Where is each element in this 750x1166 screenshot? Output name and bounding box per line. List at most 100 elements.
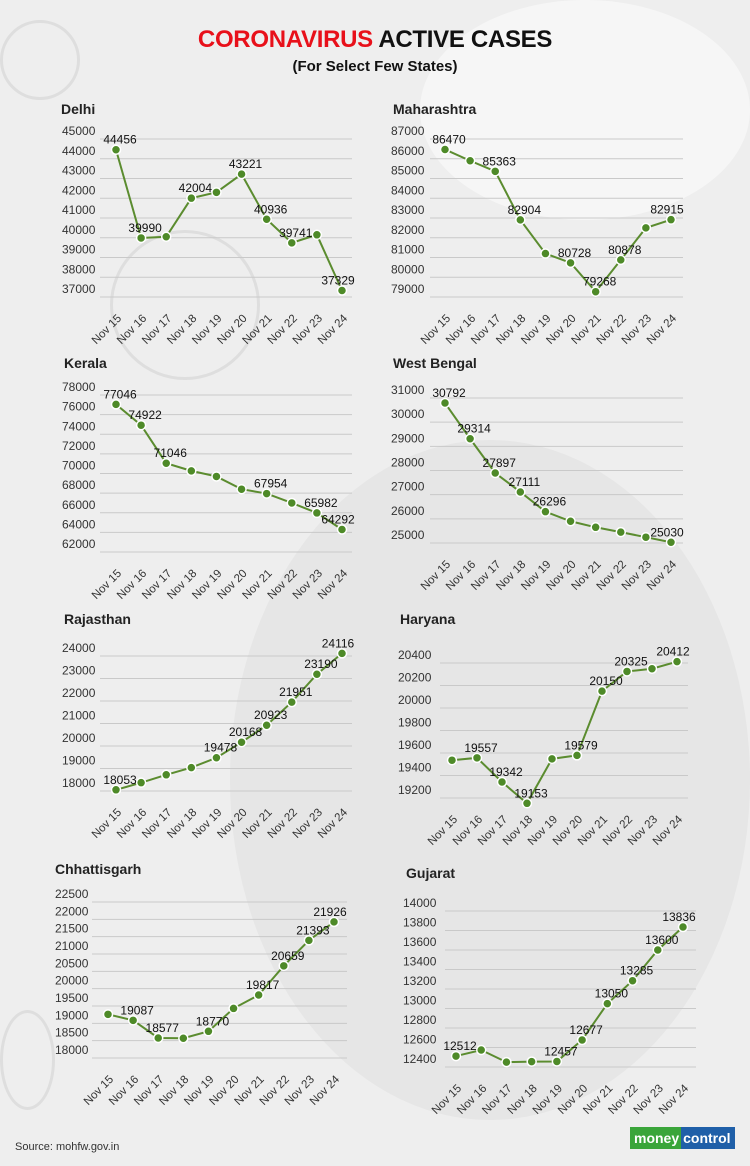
data-point [439,144,451,155]
data-point [127,1015,139,1026]
virus-decoration-icon [110,230,260,380]
chart-title-kerala: Kerala [64,355,107,371]
data-point [576,1034,588,1046]
chart-title-maharashtra: Maharashtra [393,101,477,117]
y-tick-label: 79000 [391,282,425,296]
y-tick-label: 12600 [403,1033,437,1047]
y-tick-label: 29000 [391,431,425,445]
data-label: 20412 [656,645,690,659]
series-line [451,660,678,805]
y-tick-label: 19400 [398,761,432,775]
y-tick-label: 62000 [62,537,96,551]
series-line [107,921,335,1040]
y-tick-label: 18000 [55,1043,89,1057]
y-tick-label: 82000 [391,223,425,237]
data-point [446,754,458,766]
data-label: 20325 [614,654,648,668]
data-label: 24116 [322,636,355,650]
data-point [261,214,272,225]
chart-title-rajasthan: Rajasthan [64,611,131,627]
y-tick-label: 19200 [398,783,432,797]
y-tick-label: 83000 [391,203,425,217]
y-tick-label: 30000 [391,407,425,421]
data-label: 42004 [179,181,213,195]
data-point [236,736,247,748]
data-label: 23190 [304,657,338,671]
data-point [671,656,683,667]
data-point [565,257,576,269]
data-point [160,769,172,781]
data-point [160,457,172,469]
data-point [286,237,298,249]
data-label: 64292 [321,513,355,527]
virus-decoration-icon [0,1010,55,1110]
y-tick-label: 70000 [62,459,96,473]
y-tick-label: 84000 [391,183,425,197]
data-label: 26296 [533,495,567,509]
data-point [261,488,272,499]
data-label: 39990 [128,221,162,235]
data-label: 20659 [271,949,305,963]
data-label: 19342 [489,765,523,779]
data-point [102,1009,114,1020]
data-point [311,507,323,519]
series-line [115,149,343,291]
data-point [439,397,451,409]
y-tick-label: 22000 [55,904,89,918]
y-tick-label: 28000 [391,456,425,470]
y-tick-label: 26000 [391,504,425,518]
data-label: 21951 [279,685,313,699]
data-point [110,784,122,796]
data-point [590,522,601,533]
data-point [627,975,638,986]
data-point [336,285,348,296]
y-tick-label: 76000 [62,400,96,414]
data-label: 18053 [103,773,137,787]
data-point [152,1032,164,1044]
y-tick-label: 39000 [62,243,96,257]
data-point [546,753,558,765]
data-point [615,526,627,538]
y-tick-label: 20200 [398,671,432,685]
data-label: 43221 [229,157,263,171]
data-label: 18577 [146,1021,180,1035]
y-tick-label: 20000 [62,731,96,745]
y-tick-label: 42000 [62,183,96,197]
data-point [228,1003,239,1014]
y-tick-label: 72000 [62,439,96,453]
series-line [115,403,343,531]
data-point [646,663,658,674]
data-label: 40936 [254,202,288,216]
data-label: 21393 [296,923,330,937]
data-point [186,465,197,477]
data-point [211,187,222,198]
data-label: 20923 [254,708,288,722]
y-tick-label: 45000 [62,124,96,138]
data-point [515,486,526,498]
virus-decoration-icon [0,20,80,100]
data-label: 67954 [254,477,288,491]
data-point [677,921,689,933]
data-label: 39741 [279,226,313,240]
y-tick-label: 21000 [55,939,89,953]
data-point [178,1032,189,1044]
y-tick-label: 22000 [62,686,96,700]
series-line [444,148,672,294]
chart-title-chhattisgarh: Chhattisgarh [55,861,142,877]
data-point [640,531,652,543]
data-point [160,231,172,243]
y-tick-label: 43000 [62,164,96,178]
y-tick-label: 21000 [62,709,96,723]
background-shape [420,0,750,220]
data-point [501,1056,512,1068]
y-tick-label: 19500 [55,991,89,1005]
data-point [303,935,315,946]
y-tick-label: 20000 [398,693,432,707]
data-point [471,752,483,764]
data-label: 19478 [204,741,238,755]
data-point [211,752,222,763]
data-label: 12457 [544,1044,578,1058]
data-label: 30792 [432,386,466,400]
data-point [328,916,340,928]
data-label: 12512 [443,1039,477,1053]
